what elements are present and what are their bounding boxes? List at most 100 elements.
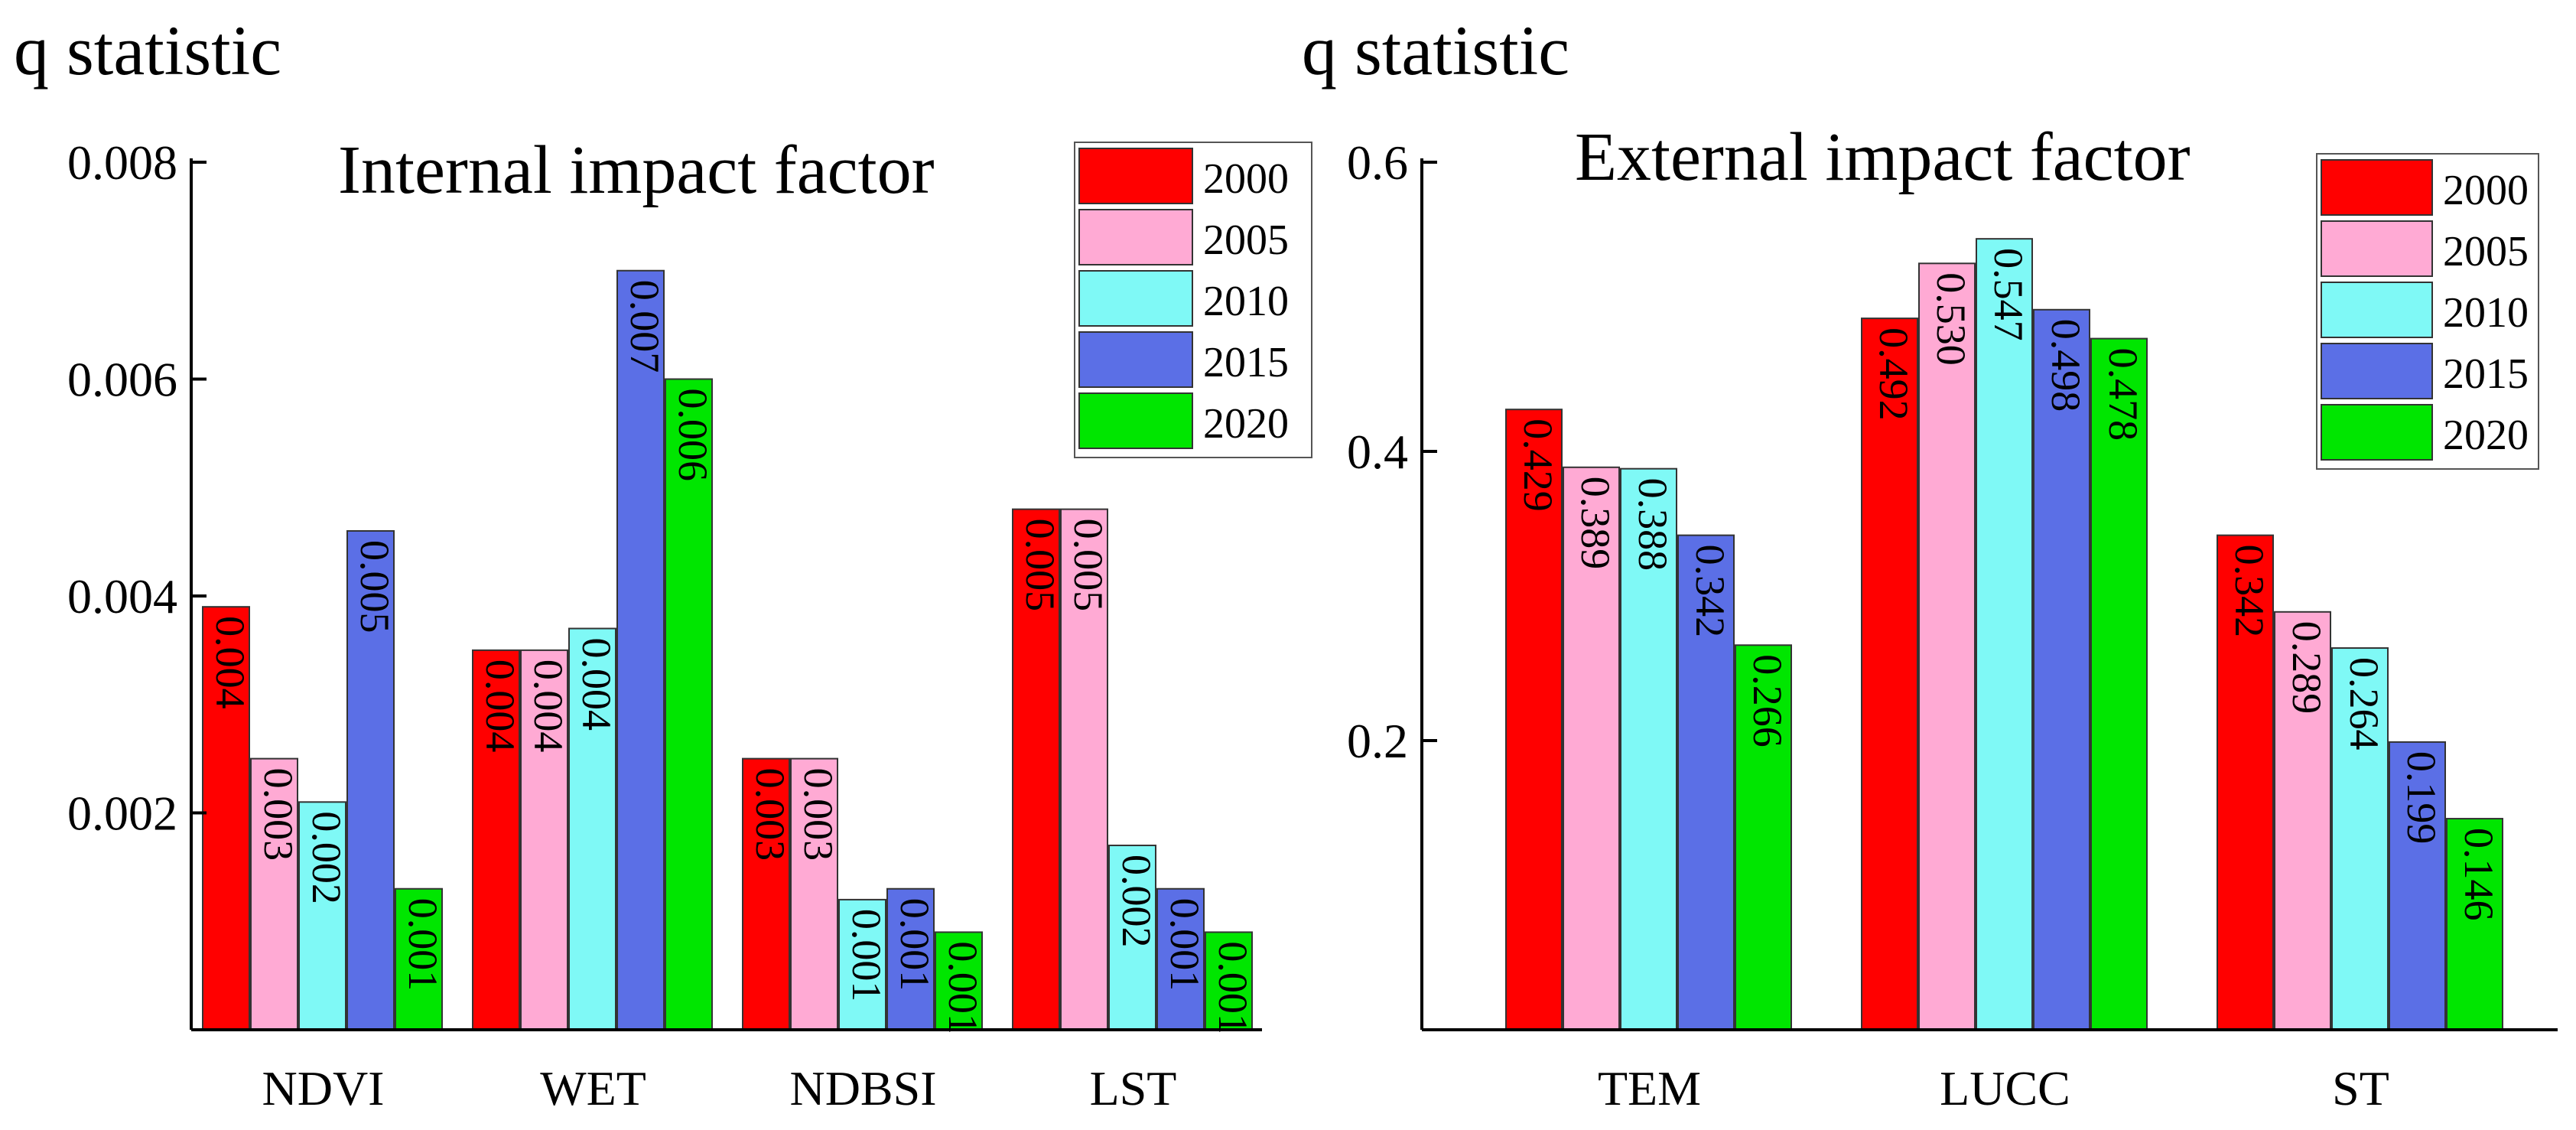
data-label: 0.199	[2399, 751, 2444, 845]
data-label: 0.492	[1871, 327, 1917, 421]
category-label-lst: LST	[1090, 1061, 1177, 1115]
bar-lst-2020	[1205, 931, 1253, 1031]
data-label: 0.001	[844, 909, 890, 1002]
data-label: 0.001	[1210, 941, 1256, 1034]
bar-wet-2010	[568, 627, 616, 1031]
data-label: 0.498	[2043, 319, 2089, 412]
legend-label-2020: 2020	[1203, 400, 1289, 448]
data-label: 0.547	[1986, 248, 2031, 341]
data-label: 0.004	[525, 659, 571, 753]
bar-lucc-2000	[1861, 318, 1918, 1031]
y-axis-label: q statistic	[1302, 11, 1570, 90]
bar-ndbsi-2010	[838, 898, 886, 1031]
external-impact-panel: q statistic External impact factor 0.429 0…	[1288, 0, 2576, 1130]
data-label: 0.001	[892, 898, 938, 992]
legend-swatch-2000	[2321, 159, 2433, 216]
bar-lst-2010	[1108, 845, 1156, 1031]
data-label: 0.005	[352, 540, 398, 633]
data-label: 0.266	[1745, 654, 1791, 747]
data-label: 0.478	[2100, 348, 2146, 441]
y-tick-label: 0.004	[67, 569, 177, 624]
legend-label-2000: 2000	[2443, 167, 2529, 214]
data-label: 0.004	[574, 638, 620, 731]
bar-st-2005	[2274, 611, 2331, 1031]
bar-lucc-2015	[2033, 308, 2090, 1031]
legend-swatch-2015	[2321, 343, 2433, 399]
data-label: 0.005	[1017, 519, 1063, 612]
chart-title: Internal impact factor	[338, 132, 935, 208]
chart-title: External impact factor	[1575, 119, 2191, 195]
y-tick-label: 0.002	[67, 786, 177, 841]
category-label-wet: WET	[540, 1061, 646, 1115]
legend-label-2020: 2020	[2443, 412, 2529, 459]
bar-lucc-2020	[2090, 337, 2148, 1031]
category-label-ndbsi: NDBSI	[789, 1061, 936, 1115]
category-label-tem: TEM	[1598, 1061, 1701, 1115]
y-tick-label: 0.6	[1347, 135, 1408, 190]
legend-label-2005: 2005	[2443, 228, 2529, 275]
bar-lst-2015	[1156, 887, 1205, 1031]
data-label: 0.264	[2341, 657, 2387, 751]
bar-tem-2020	[1735, 644, 1792, 1031]
bar-wet-2015	[616, 269, 665, 1031]
data-label: 0.001	[940, 941, 986, 1034]
bar-ndvi-2005	[250, 757, 298, 1031]
bar-st-2010	[2331, 647, 2389, 1031]
data-label: 0.003	[795, 768, 841, 861]
data-label: 0.007	[622, 280, 668, 373]
y-axis-label: q statistic	[14, 11, 282, 90]
bar-ndbsi-2015	[886, 887, 935, 1031]
y-tick-label: 0.2	[1347, 714, 1408, 768]
bar-wet-2020	[665, 378, 713, 1031]
bar-tem-2005	[1563, 466, 1620, 1031]
data-label: 0.001	[400, 898, 446, 992]
bar-lucc-2005	[1918, 262, 1976, 1031]
data-label: 0.389	[1573, 477, 1618, 570]
category-label-st: ST	[2332, 1061, 2389, 1115]
data-label: 0.006	[670, 389, 716, 482]
legend-swatch-2000	[1078, 148, 1193, 204]
legend-label-2010: 2010	[1203, 278, 1289, 325]
bar-ndvi-2000	[202, 606, 250, 1031]
data-label: 0.004	[477, 659, 523, 753]
data-label: 0.146	[2456, 828, 2502, 921]
bar-lst-2005	[1060, 508, 1108, 1031]
bar-ndbsi-2000	[742, 757, 790, 1031]
data-label: 0.342	[1687, 545, 1733, 638]
legend: 2000 2005 2010 2015 2020	[1074, 142, 1312, 458]
data-label: 0.005	[1065, 519, 1111, 612]
data-label: 0.388	[1630, 478, 1676, 572]
legend-label-2005: 2005	[1203, 217, 1289, 264]
data-label: 0.289	[2284, 621, 2330, 715]
data-label: 0.003	[255, 768, 301, 861]
legend-swatch-2005	[1078, 209, 1193, 265]
category-label-ndvi: NDVI	[262, 1061, 385, 1115]
legend-swatch-2010	[2321, 282, 2433, 338]
legend-swatch-2015	[1078, 331, 1193, 388]
legend-label-2010: 2010	[2443, 289, 2529, 337]
data-label: 0.004	[207, 616, 253, 709]
internal-impact-panel: q statistic Internal impact factor 0.004 0…	[14, 11, 1312, 1115]
bar-st-2015	[2389, 741, 2446, 1031]
data-label: 0.342	[2226, 545, 2272, 638]
bar-lucc-2010	[1976, 238, 2033, 1031]
legend-swatch-2010	[1078, 270, 1193, 327]
data-label: 0.003	[747, 768, 793, 861]
y-tick-label: 0.008	[67, 135, 177, 190]
bar-ndvi-2010	[298, 801, 346, 1031]
legend-label-2015: 2015	[1203, 339, 1289, 386]
category-label-lucc: LUCC	[1940, 1061, 2070, 1115]
data-label: 0.002	[1114, 855, 1160, 948]
data-label: 0.429	[1515, 418, 1561, 512]
y-tick-label: 0.4	[1347, 425, 1408, 479]
legend-swatch-2020	[1078, 392, 1193, 449]
data-label: 0.530	[1928, 272, 1974, 366]
bar-wet-2005	[520, 649, 568, 1031]
legend-label-2000: 2000	[1203, 155, 1289, 203]
data-label: 0.002	[304, 811, 350, 904]
bar-st-2000	[2217, 534, 2274, 1031]
bar-lst-2000	[1012, 508, 1060, 1031]
bar-tem-2015	[1677, 534, 1735, 1031]
